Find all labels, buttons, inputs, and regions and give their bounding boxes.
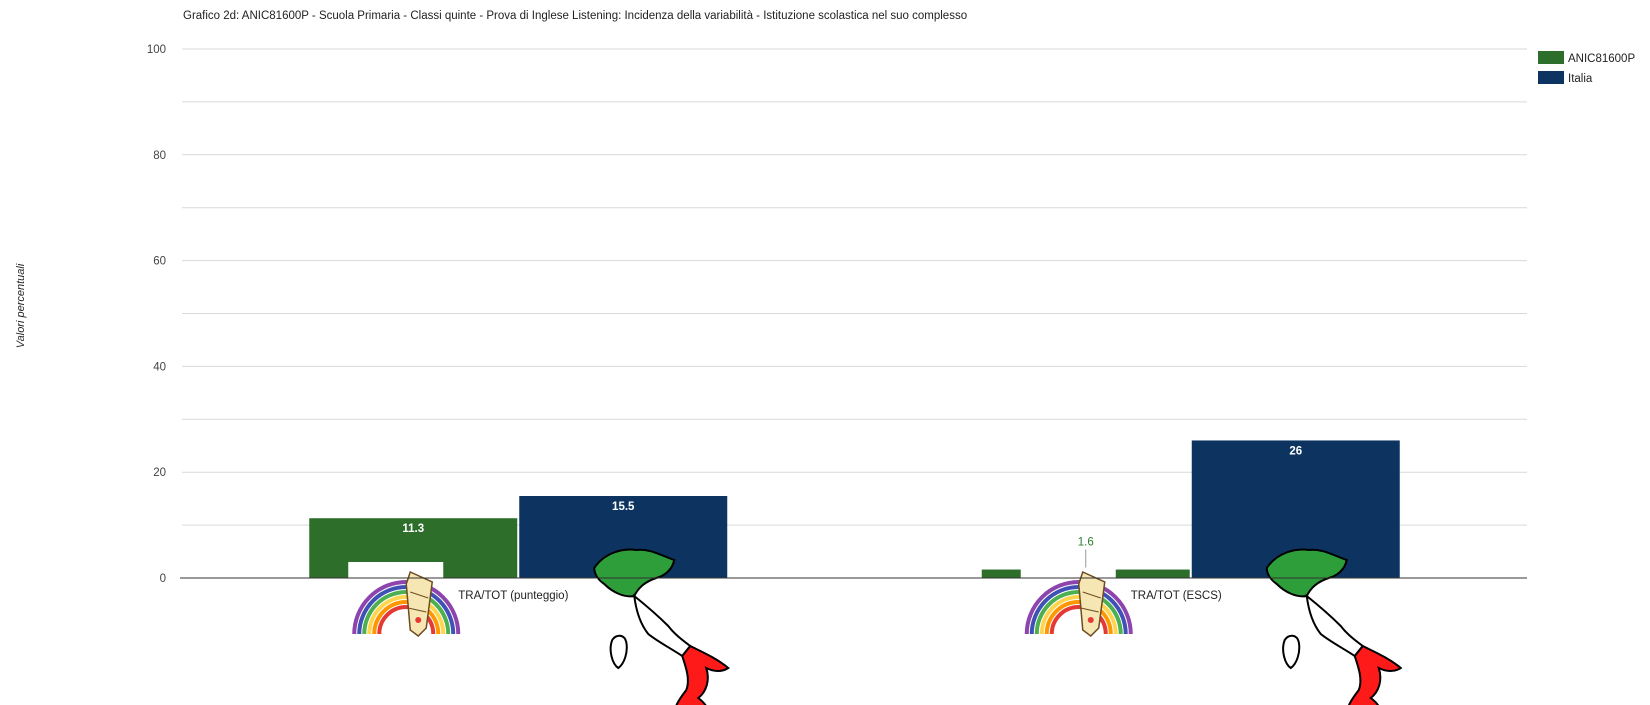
y-axis-label: Valori percentuali: [15, 263, 27, 348]
data-label: 15.5: [612, 501, 635, 513]
data-label: 26: [1289, 445, 1302, 457]
italy-north: [1265, 548, 1348, 598]
rainbow-pencil-icon: [1020, 562, 1133, 637]
italy-north: [593, 548, 676, 598]
pencil-detail: [408, 591, 429, 613]
italy-south: [1348, 644, 1403, 705]
rainbow-arc: [1049, 605, 1108, 635]
chart-title: Grafico 2d: ANIC81600P - Scuola Primaria…: [183, 10, 967, 22]
rainbow-arc: [367, 595, 446, 635]
legend-label: Italia: [1568, 73, 1593, 85]
y-tick-label: 80: [153, 150, 166, 162]
rainbow-arc: [1044, 600, 1113, 635]
y-tick-label: 100: [147, 44, 166, 56]
italy-south: [675, 644, 730, 705]
legend-swatch: [1538, 51, 1564, 64]
italy-center: [632, 593, 692, 658]
legend-swatch: [1538, 71, 1564, 84]
pencil-shape: [1077, 570, 1106, 637]
pencil-dot: [415, 617, 422, 623]
rainbow-pencil-icon: [348, 562, 461, 637]
y-tick-label: 0: [160, 573, 166, 585]
rainbow-arc: [377, 605, 436, 635]
y-tick-labels: 0 20 40 60 80 100: [147, 44, 166, 585]
pencil-shape: [405, 570, 434, 637]
category-label: TRA/TOT (ESCS): [1131, 590, 1222, 602]
italy-map-icon: [1265, 548, 1403, 705]
gridlines: [182, 48, 1527, 526]
sardinia-shape: [1282, 634, 1301, 670]
data-labels: 11.3 15.5 1.6 26: [402, 445, 1302, 568]
italy-maps: [593, 548, 1403, 705]
legend-label: ANIC81600P: [1568, 53, 1635, 65]
rainbow-arc: [1039, 595, 1118, 635]
data-label: 1.6: [1078, 537, 1094, 549]
category-labels: TRA/TOT (punteggio) TRA/TOT (ESCS): [458, 590, 1222, 602]
pencil-dot: [1087, 617, 1094, 623]
category-label: TRA/TOT (punteggio): [458, 590, 568, 602]
y-tick-label: 60: [153, 256, 166, 268]
data-label: 11.3: [402, 523, 424, 535]
sardinia-shape: [609, 634, 628, 670]
italy-map-icon: [593, 548, 730, 705]
bars: [309, 440, 1400, 578]
school-logos: [348, 562, 1133, 637]
rainbow-arc: [372, 600, 441, 635]
pencil-detail: [1080, 591, 1101, 613]
legend: ANIC81600P Italia: [1538, 51, 1635, 85]
y-tick-label: 40: [153, 361, 166, 373]
y-tick-label: 20: [153, 467, 166, 479]
italy-center: [1305, 593, 1365, 658]
